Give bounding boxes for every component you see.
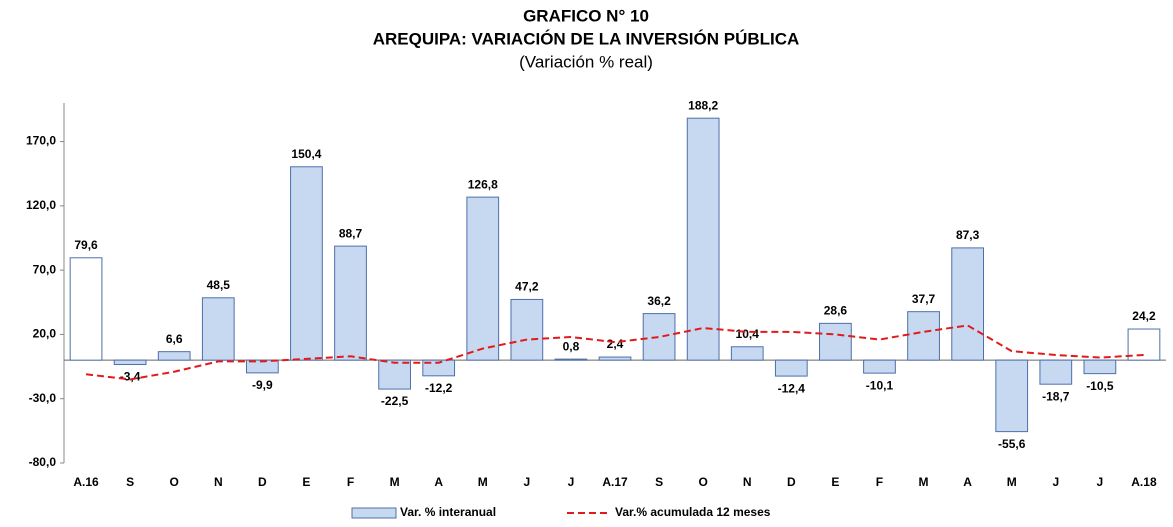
x-tick-label: J [523, 475, 530, 489]
bar [1039, 359, 1073, 385]
y-tick-label: -80,0 [29, 455, 57, 469]
chart-note: (Variación % real) [519, 52, 653, 71]
value-label: 150,4 [291, 147, 321, 161]
bar [554, 358, 588, 361]
bar [113, 359, 147, 366]
bar [334, 245, 367, 361]
x-tick-label: D [787, 475, 796, 489]
x-tick-label: M [1007, 475, 1017, 489]
y-tick-label: -30,0 [29, 391, 57, 405]
x-tick-label: A [434, 475, 443, 489]
bar [157, 351, 191, 361]
bar [1083, 359, 1117, 375]
legend-swatch [351, 507, 397, 519]
x-tick-label: M [919, 475, 929, 489]
value-label: -18,7 [1042, 389, 1070, 403]
x-tick-label: F [876, 475, 883, 489]
value-label: -9,9 [252, 378, 273, 392]
value-label: -12,2 [425, 381, 453, 395]
value-label: 79,6 [74, 238, 98, 252]
value-label: 28,6 [824, 304, 848, 318]
chart-subtitle: AREQUIPA: VARIACIÓN DE LA INVERSIÓN PÚBL… [373, 29, 800, 48]
x-tick-label: A.18 [1131, 475, 1157, 489]
x-tick-label: F [347, 475, 354, 489]
x-tick-label: J [1052, 475, 1059, 489]
bar [951, 247, 985, 361]
bar [378, 359, 411, 390]
chart-title: GRAFICO N° 10 [523, 6, 649, 25]
bar [466, 196, 500, 361]
value-label: 126,8 [468, 177, 498, 191]
value-label: 48,5 [207, 278, 231, 292]
bar [290, 166, 323, 361]
value-label: -12,4 [778, 381, 806, 395]
bar [245, 359, 279, 374]
x-tick-label: S [655, 475, 663, 489]
x-tick-label: M [478, 475, 488, 489]
y-tick-label: 20,0 [33, 327, 57, 341]
y-tick-label: 120,0 [26, 198, 56, 212]
x-tick-label: N [214, 475, 223, 489]
x-tick-label: O [170, 475, 179, 489]
x-tick-label: A.16 [73, 475, 99, 489]
bar [863, 359, 896, 374]
bar [598, 356, 632, 361]
x-tick-label: M [390, 475, 400, 489]
bar [774, 359, 808, 377]
value-label: 6,6 [166, 332, 183, 346]
x-tick-label: E [831, 475, 839, 489]
bar [201, 297, 235, 361]
value-label: -22,5 [381, 394, 409, 408]
value-label: 188,2 [688, 98, 718, 112]
bar [1127, 328, 1161, 361]
value-label: 88,7 [339, 226, 363, 240]
legend-label: Var.% acumulada 12 meses [615, 505, 771, 519]
x-tick-label: A [963, 475, 972, 489]
x-tick-label: E [302, 475, 310, 489]
y-tick-label: 170,0 [26, 134, 56, 148]
y-tick-label: 70,0 [33, 262, 57, 276]
bar [730, 346, 764, 361]
value-label: -55,6 [998, 437, 1026, 451]
bar [907, 311, 940, 361]
bar [510, 298, 544, 361]
x-tick-label: J [1097, 475, 1104, 489]
x-tick-label: N [743, 475, 752, 489]
x-tick-label: A.17 [602, 475, 628, 489]
value-label: 47,2 [515, 280, 539, 294]
bar [642, 313, 676, 361]
x-tick-label: O [698, 475, 707, 489]
value-label: -10,1 [866, 378, 894, 392]
legend-label: Var. % interanual [400, 505, 496, 519]
value-label: -3,4 [120, 370, 141, 384]
line [85, 324, 1145, 381]
x-tick-label: J [568, 475, 575, 489]
value-label: 10,4 [736, 327, 760, 341]
value-label: 2,4 [607, 337, 624, 351]
value-label: 24,2 [1132, 309, 1156, 323]
x-tick-label: D [258, 475, 267, 489]
bar [686, 117, 720, 361]
value-label: 87,3 [956, 228, 980, 242]
bar [819, 322, 852, 361]
bar [69, 257, 103, 361]
value-label: 37,7 [912, 292, 936, 306]
bar [422, 359, 456, 377]
x-tick-label: S [126, 475, 134, 489]
bar [995, 359, 1029, 433]
value-label: 0,8 [563, 339, 580, 353]
value-label: 36,2 [647, 294, 671, 308]
value-label: -10,5 [1086, 379, 1114, 393]
